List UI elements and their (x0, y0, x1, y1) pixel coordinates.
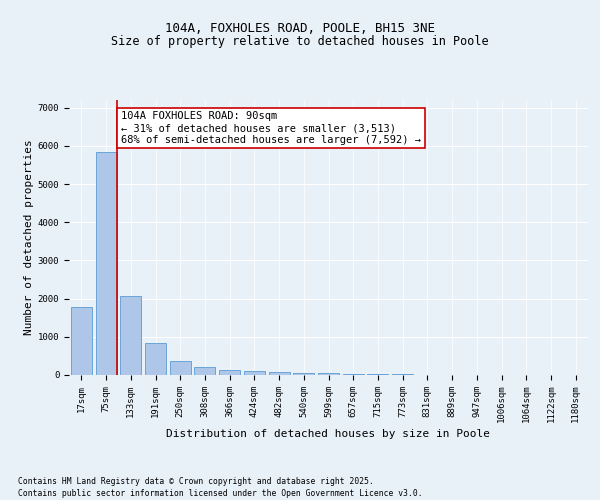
Text: 104A FOXHOLES ROAD: 90sqm
← 31% of detached houses are smaller (3,513)
68% of se: 104A FOXHOLES ROAD: 90sqm ← 31% of detac… (121, 112, 421, 144)
Text: Size of property relative to detached houses in Poole: Size of property relative to detached ho… (111, 35, 489, 48)
Bar (120, 296, 141, 375)
Bar (367, 374, 388, 375)
Text: Contains public sector information licensed under the Open Government Licence v3: Contains public sector information licen… (18, 489, 422, 498)
Bar (219, 370, 240, 375)
Bar (194, 367, 215, 375)
Bar (71, 307, 92, 375)
Bar (145, 344, 166, 375)
Bar (269, 372, 290, 375)
Bar (293, 373, 314, 375)
Text: 104A, FOXHOLES ROAD, POOLE, BH15 3NE: 104A, FOXHOLES ROAD, POOLE, BH15 3NE (165, 22, 435, 36)
Bar (244, 372, 265, 375)
Bar (95, 152, 116, 375)
Text: Contains HM Land Registry data © Crown copyright and database right 2025.: Contains HM Land Registry data © Crown c… (18, 478, 374, 486)
X-axis label: Distribution of detached houses by size in Poole: Distribution of detached houses by size … (167, 430, 491, 440)
Bar (343, 374, 364, 375)
Bar (392, 374, 413, 375)
Bar (318, 374, 339, 375)
Bar (170, 361, 191, 375)
Y-axis label: Number of detached properties: Number of detached properties (23, 140, 34, 336)
